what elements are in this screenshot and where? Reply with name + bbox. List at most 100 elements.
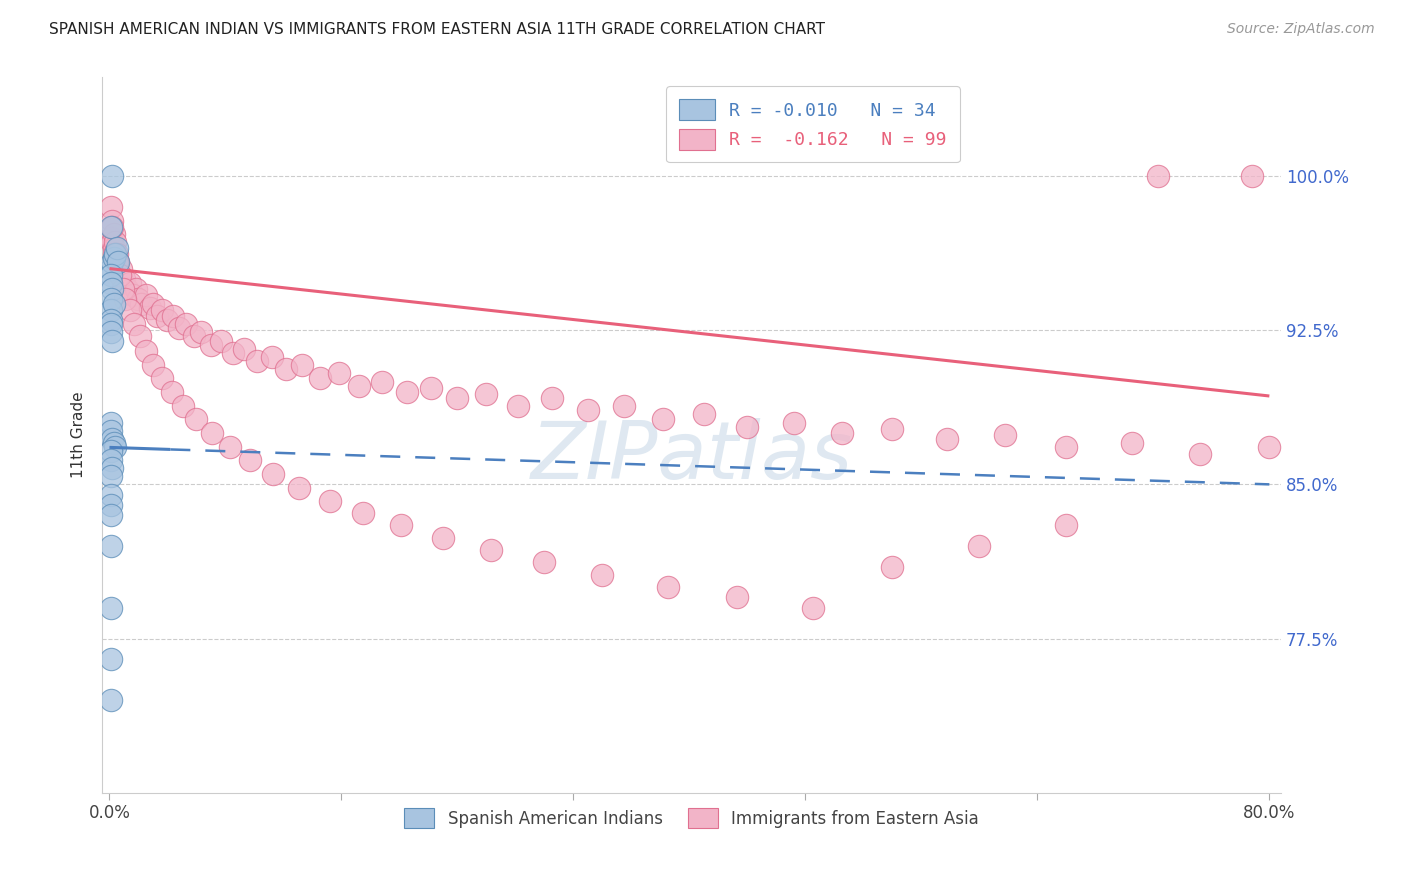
Point [100,600,122,615]
Point [105,241,128,255]
Point [118,302,141,317]
Point [783,416,806,430]
Point [101,169,124,183]
Point [142,358,165,372]
Point [186,411,208,425]
Point [100,276,122,290]
Point [121,288,143,302]
Point [100,200,122,214]
Point [101,461,124,475]
Point [347,378,370,392]
Point [576,403,599,417]
Point [475,387,498,401]
Point [190,326,212,340]
Point [1054,518,1077,533]
Point [100,539,122,553]
Point [737,420,759,434]
Point [100,508,122,523]
Point [112,272,135,286]
Point [100,444,122,458]
Point [100,313,122,327]
Point [533,556,555,570]
Point [146,309,169,323]
Point [111,282,134,296]
Point [233,342,256,356]
Point [105,255,128,269]
Point [246,354,269,368]
Point [103,296,125,310]
Point [209,334,232,348]
Point [100,416,122,430]
Point [100,652,122,666]
Point [395,384,418,399]
Point [1240,169,1263,183]
Point [100,317,122,331]
Point [104,252,127,266]
Legend: Spanish American Indians, Immigrants from Eastern Asia: Spanish American Indians, Immigrants fro… [398,802,986,834]
Point [100,231,122,245]
Text: SPANISH AMERICAN INDIAN VS IMMIGRANTS FROM EASTERN ASIA 11TH GRADE CORRELATION C: SPANISH AMERICAN INDIAN VS IMMIGRANTS FR… [49,22,825,37]
Point [103,227,125,241]
Point [432,531,454,545]
Point [100,488,122,502]
Point [103,436,125,450]
Point [288,482,311,496]
Point [167,321,190,335]
Point [131,296,153,310]
Point [105,247,128,261]
Point [100,220,122,235]
Point [127,293,149,307]
Point [446,391,468,405]
Point [308,370,330,384]
Point [104,441,127,455]
Point [100,424,122,438]
Point [100,326,122,340]
Point [108,268,131,282]
Point [479,543,502,558]
Point [969,539,991,553]
Point [100,498,122,512]
Point [100,469,122,483]
Point [693,408,716,422]
Point [101,432,124,446]
Point [201,425,224,440]
Point [801,600,824,615]
Point [104,247,127,261]
Point [107,255,129,269]
Point [936,432,959,446]
Point [110,261,132,276]
Point [882,559,904,574]
Point [101,214,124,228]
Point [101,334,124,348]
Point [139,301,162,315]
Point [114,293,136,307]
Point [328,367,350,381]
Y-axis label: 11th Grade: 11th Grade [72,392,86,478]
Point [1146,169,1168,183]
Point [222,346,245,360]
Point [100,302,122,317]
Point [176,317,198,331]
Point [652,411,675,425]
Point [107,255,129,269]
Point [657,580,679,594]
Text: Source: ZipAtlas.com: Source: ZipAtlas.com [1227,22,1375,37]
Point [101,255,124,269]
Point [540,391,562,405]
Point [882,422,904,436]
Point [103,241,125,255]
Point [239,452,262,467]
Point [150,302,173,317]
Point [183,329,205,343]
Point [100,261,122,276]
Point [218,441,240,455]
Point [104,235,127,249]
Point [100,452,122,467]
Point [101,235,124,249]
Point [100,293,122,307]
Point [100,693,122,707]
Point [103,247,125,261]
Point [101,220,124,235]
Point [420,381,443,395]
Point [831,425,853,440]
